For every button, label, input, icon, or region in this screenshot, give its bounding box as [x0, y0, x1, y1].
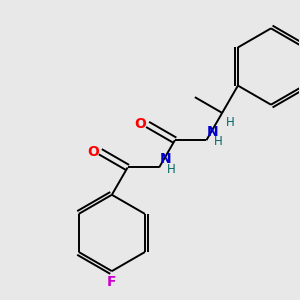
Text: O: O — [87, 145, 99, 159]
Text: H: H — [214, 135, 223, 148]
Text: N: N — [207, 125, 219, 139]
Text: F: F — [107, 275, 117, 289]
Text: H: H — [226, 116, 235, 129]
Text: N: N — [160, 152, 171, 166]
Text: O: O — [134, 117, 146, 131]
Text: H: H — [167, 163, 176, 176]
